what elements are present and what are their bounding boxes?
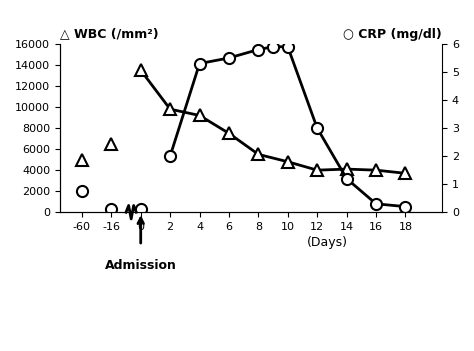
Text: ○ CRP (mg/dl): ○ CRP (mg/dl) [343,28,442,41]
Text: Admission: Admission [105,259,177,272]
Text: △ WBC (/mm²): △ WBC (/mm²) [60,28,158,41]
Bar [125,207,137,219]
Text: (Days): (Days) [307,236,348,249]
